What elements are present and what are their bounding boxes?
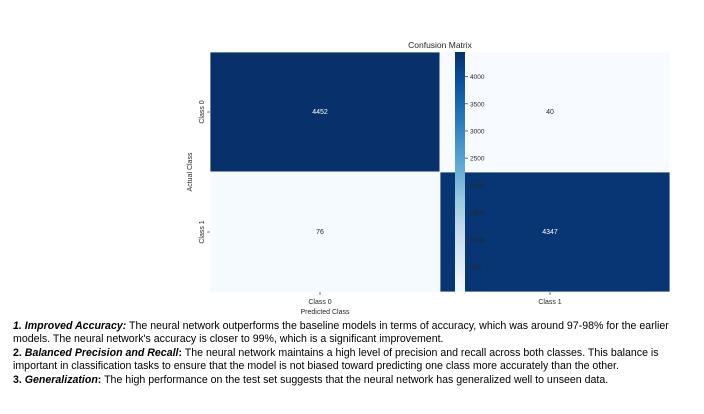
note-title: Improved Accuracy: [24, 320, 127, 332]
x-tick-label: Class 1 [538, 299, 561, 306]
colorbar-tick-label: 2000 [470, 183, 485, 190]
note-text: The neural network maintains a high leve… [13, 347, 659, 373]
confusion-matrix-chart: 4452 40 76 4347 Confusion Matrix Class 0 Clas… [187, 40, 671, 316]
colorbar-tick-label: 2500 [470, 156, 485, 163]
cell-value-label: 40 [546, 109, 554, 116]
heatmap-cell [439, 171, 671, 293]
heatmap-cell [209, 51, 441, 173]
cell-value-label: 76 [316, 229, 324, 236]
cell-value-label: 4347 [542, 229, 558, 236]
note-text: The high performance on the test set sug… [101, 374, 609, 387]
x-tick-label: Class 0 [308, 299, 331, 306]
note-generalization: 3. Generalization: The high performance … [13, 374, 693, 387]
colorbar-tick-label: 1000 [470, 237, 485, 244]
x-axis-label: Predicted Class [300, 309, 350, 316]
colorbar-tick-label: 4000 [470, 74, 485, 81]
colorbar-tick-label: 3500 [470, 101, 485, 108]
note-title: Generalization [24, 374, 98, 387]
y-tick-label: Class 0 [199, 100, 206, 123]
confusion-matrix-svg: 4452 40 76 4347 Confusion Matrix Class 0 Clas… [187, 40, 671, 316]
colorbar-tick-label: 3000 [470, 128, 485, 135]
colorbar-tick-label: 500 [470, 264, 481, 271]
note-balanced-precision-recall: 2. Balanced Precision and Recall: The ne… [13, 347, 693, 373]
note-title-suffix: : [97, 374, 102, 387]
note-number: 3. [13, 374, 22, 387]
colorbar-tick-label: 1500 [470, 210, 485, 217]
chart-title: Confusion Matrix [408, 40, 473, 50]
heatmap-cell [209, 171, 441, 293]
colorbar [455, 52, 465, 292]
note-text: The neural network outperforms the basel… [13, 320, 669, 346]
note-title: Balanced Precision and Recall [24, 347, 179, 360]
y-tick-label: Class 1 [199, 220, 206, 243]
note-number: 2. [13, 347, 22, 360]
heatmap-cell [439, 51, 671, 173]
y-axis-label: Actual Class [187, 152, 194, 191]
notes-section: 1. Improved Accuracy: The neural network… [13, 320, 693, 388]
cell-value-label: 4452 [312, 109, 328, 116]
note-improved-accuracy: 1. Improved Accuracy: The neural network… [13, 320, 693, 346]
note-title-suffix: : [178, 347, 182, 360]
note-number: 1. [13, 320, 22, 332]
